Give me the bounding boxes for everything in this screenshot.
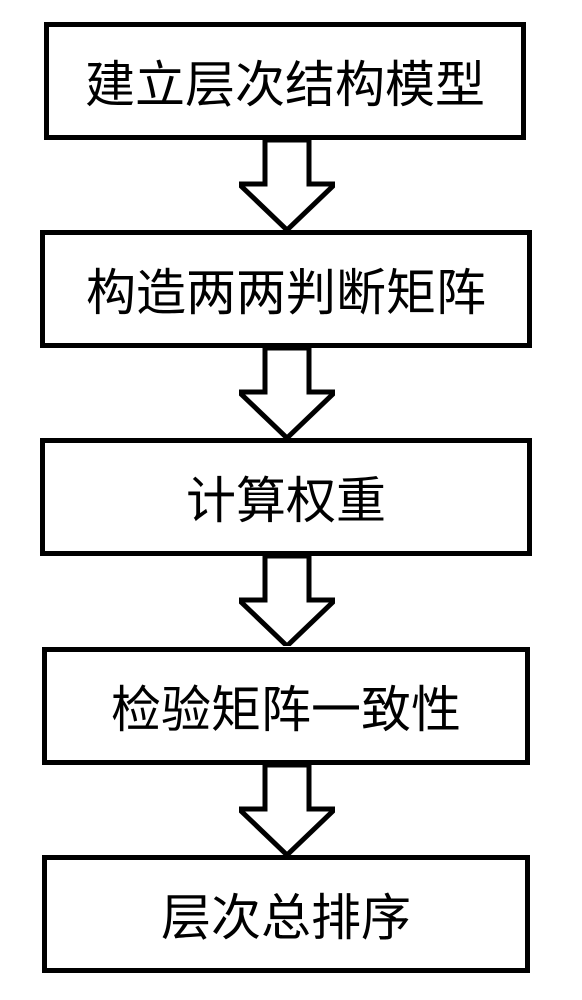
flowchart-node-label: 层次总排序 — [161, 878, 411, 950]
flowchart-node-n5: 层次总排序 — [42, 855, 530, 973]
flowchart-arrow-n4-n5 — [239, 765, 335, 855]
flowchart-node-n1: 建立层次结构模型 — [44, 22, 526, 140]
flowchart-arrow-n2-n3 — [239, 348, 335, 438]
flowchart-node-n4: 检验矩阵一致性 — [42, 647, 530, 765]
flowchart-node-n2: 构造两两判断矩阵 — [40, 230, 532, 348]
flowchart-node-n3: 计算权重 — [40, 438, 532, 556]
flowchart-node-label: 构造两两判断矩阵 — [86, 253, 486, 325]
flowchart-container: 建立层次结构模型构造两两判断矩阵计算权重检验矩阵一致性层次总排序 — [0, 0, 582, 1000]
flowchart-arrow-n1-n2 — [239, 140, 335, 230]
flowchart-node-label: 计算权重 — [186, 461, 386, 533]
flowchart-node-label: 检验矩阵一致性 — [111, 670, 461, 742]
flowchart-node-label: 建立层次结构模型 — [85, 45, 485, 117]
flowchart-arrow-n3-n4 — [239, 556, 335, 646]
